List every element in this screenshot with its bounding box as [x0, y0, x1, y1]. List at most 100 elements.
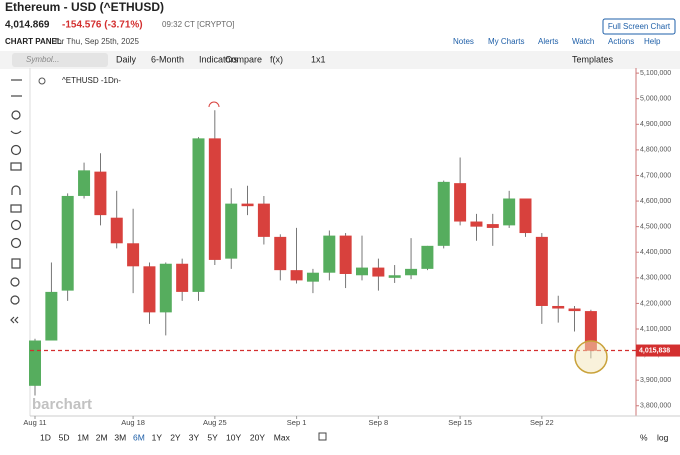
symbol-placeholder[interactable]: Symbol...	[26, 55, 59, 64]
range-button[interactable]: 5Y	[207, 432, 218, 442]
title: Ethereum - USD (^ETHUSD)	[5, 0, 164, 14]
time: 09:32 CT [CRYPTO]	[162, 20, 234, 29]
tool-icon[interactable]	[10, 144, 22, 156]
tool-icon[interactable]	[10, 277, 20, 287]
candle-body	[208, 138, 221, 260]
scale-option[interactable]: %	[640, 432, 648, 442]
y-tick-label: 4,700,000	[640, 172, 671, 179]
header-link[interactable]: Actions	[608, 37, 634, 46]
calendar-icon[interactable]	[318, 432, 327, 441]
candle-body	[470, 221, 483, 227]
tool-icon[interactable]	[10, 237, 22, 249]
range-button[interactable]: 20Y	[250, 432, 265, 442]
tool-icon[interactable]	[10, 204, 22, 213]
x-tick-label: Aug 11	[23, 418, 46, 427]
candle-body	[94, 171, 107, 216]
y-tick-label: 4,300,000	[640, 275, 671, 282]
tool-icon[interactable]	[10, 316, 19, 324]
fullscreen-button[interactable]	[602, 18, 676, 35]
candle-body	[110, 217, 123, 244]
header-link[interactable]: My Charts	[488, 37, 524, 46]
price: 4,014.869	[5, 20, 50, 31]
toolbar-item[interactable]: 1x1	[311, 54, 326, 64]
high-marker	[208, 101, 220, 108]
tool-icon[interactable]	[11, 185, 21, 195]
candle-body	[323, 235, 336, 273]
range-button[interactable]: 10Y	[226, 432, 241, 442]
header-link[interactable]: Alerts	[538, 37, 558, 46]
side-tools	[10, 79, 22, 324]
panel-date: for Thu, Sep 25th, 2025	[55, 37, 139, 46]
tool-icon[interactable]	[11, 258, 21, 269]
range-button[interactable]: 1Y	[152, 432, 163, 442]
header-link[interactable]: Notes	[453, 37, 474, 46]
candle-body	[519, 198, 532, 234]
candle-body	[274, 236, 287, 271]
candle-body	[143, 266, 156, 313]
candle-body	[176, 263, 189, 292]
candle-body	[454, 183, 467, 222]
range-button[interactable]: 5D	[59, 432, 70, 442]
range-button[interactable]: Max	[274, 432, 291, 442]
candle-body	[405, 268, 418, 276]
range-button[interactable]: 1M	[77, 432, 89, 442]
x-tick-label: Sep 15	[448, 418, 472, 427]
tool-icon[interactable]	[10, 295, 20, 305]
x-tick-label: Aug 25	[203, 418, 227, 427]
range-button[interactable]: 2Y	[170, 432, 181, 442]
candle-body	[159, 263, 172, 313]
candle-body	[257, 203, 270, 237]
header-link[interactable]: Watch	[572, 37, 594, 46]
toolbar-item[interactable]: Indicators	[199, 54, 239, 64]
toolbar	[0, 51, 680, 69]
fullscreen-label[interactable]: Full Screen Chart	[608, 22, 671, 31]
y-tick-label: 4,100,000	[640, 326, 671, 333]
x-tick-label: Sep 8	[369, 418, 389, 427]
y-tick-label: 3,800,000	[640, 403, 671, 410]
symbol-input[interactable]	[12, 53, 108, 67]
highlight-circle	[574, 340, 608, 374]
candle-body	[61, 195, 74, 291]
y-tick-label: 5,100,000	[640, 70, 671, 77]
tool-icon[interactable]	[10, 219, 22, 231]
range-button[interactable]: 1D	[40, 432, 51, 442]
chart-legend: ^ETHUSD -1Dn-	[62, 76, 121, 85]
scale-option[interactable]: log	[657, 432, 669, 442]
y-tick-label: 4,200,000	[640, 300, 671, 307]
candle-body	[225, 203, 238, 259]
x-tick-label: Sep 1	[287, 418, 307, 427]
y-tick-label: 4,800,000	[640, 147, 671, 154]
candle-body	[552, 305, 565, 309]
range-button[interactable]: 2M	[96, 432, 108, 442]
tool-icon[interactable]	[10, 162, 22, 171]
range-button[interactable]: 3Y	[189, 432, 200, 442]
tool-icon[interactable]	[11, 110, 21, 120]
candle-body	[339, 235, 352, 274]
change: -154.576 (-3.71%)	[62, 20, 143, 31]
candle-body	[437, 181, 450, 246]
watermark: barchart	[32, 396, 92, 413]
toolbar-item[interactable]: 6-Month	[151, 54, 184, 64]
candle-body	[45, 291, 58, 341]
eye-icon[interactable]	[38, 77, 46, 85]
toolbar-item[interactable]: Compare	[225, 54, 262, 64]
range-button[interactable]: 3M	[114, 432, 126, 442]
panel-label: CHART PANEL	[5, 37, 62, 46]
candle-body	[388, 275, 401, 278]
range-button[interactable]: 6M	[133, 432, 145, 442]
templates[interactable]: Templates	[572, 54, 614, 64]
x-tick-label: Sep 22	[530, 418, 554, 427]
candle-body	[486, 224, 499, 228]
candle-body	[241, 203, 254, 207]
candle-body	[568, 308, 581, 312]
toolbar-item[interactable]: Daily	[116, 54, 137, 64]
candle-body	[535, 236, 548, 306]
toolbar-item[interactable]: f(x)	[270, 54, 283, 64]
header-link[interactable]: Help	[644, 37, 661, 46]
candle-body	[192, 138, 205, 292]
last-price-tag	[636, 344, 680, 357]
y-tick-label: 4,600,000	[640, 198, 671, 205]
tool-icon[interactable]	[10, 130, 22, 135]
y-tick-label: 4,900,000	[640, 121, 671, 128]
